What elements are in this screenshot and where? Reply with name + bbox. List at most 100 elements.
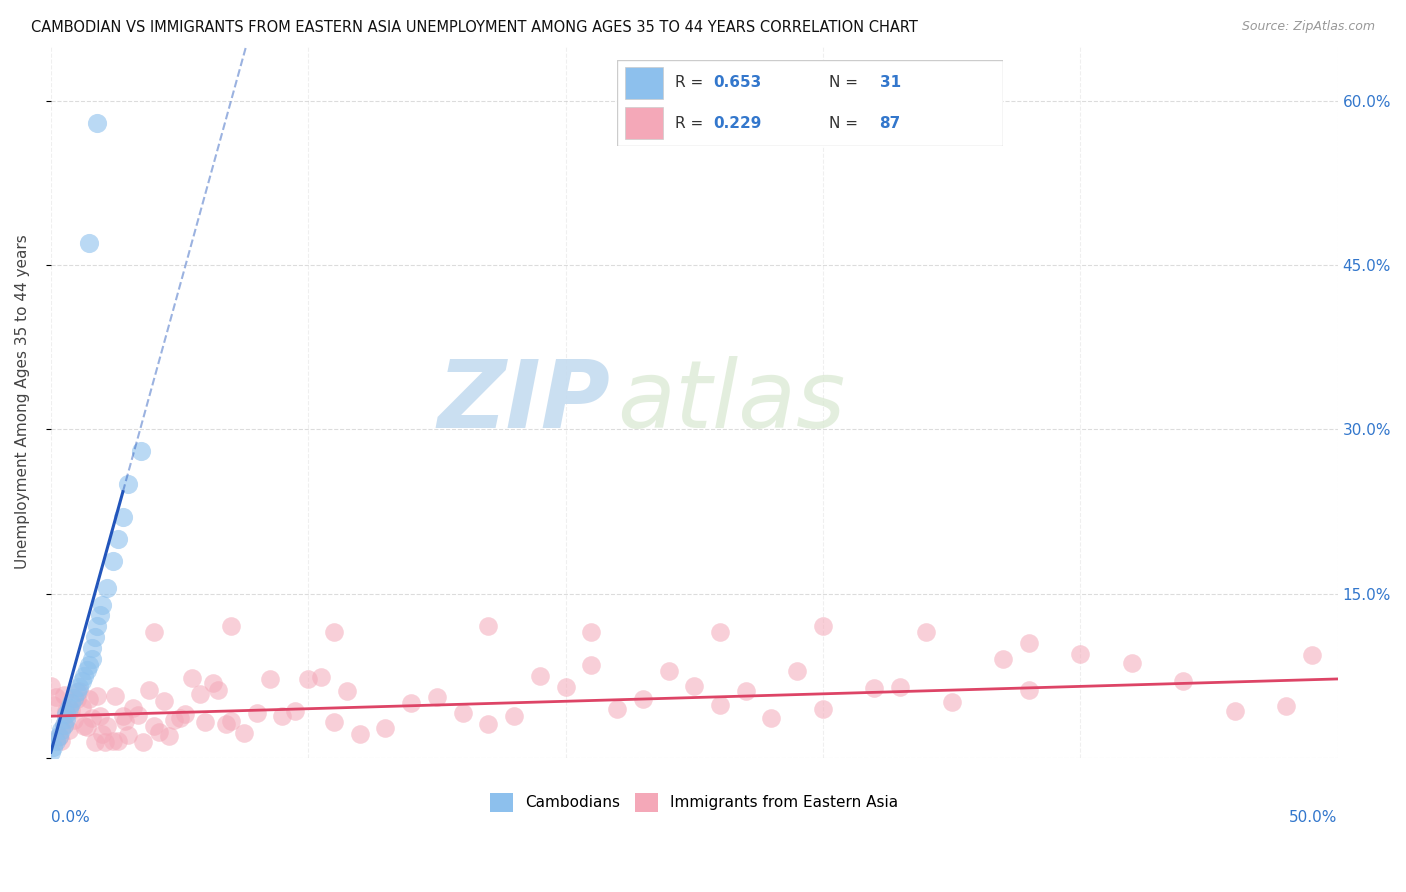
Text: atlas: atlas — [617, 357, 845, 448]
Point — [83, 735, 105, 749]
Point — [1121, 656, 1143, 670]
Point — [657, 665, 679, 679]
Point — [73, 719, 96, 733]
Point — [58, 723, 80, 738]
Point — [89, 708, 111, 723]
Point — [142, 719, 165, 733]
Point — [42, 739, 65, 754]
Point — [148, 725, 170, 739]
Point — [246, 706, 269, 720]
Point — [1018, 683, 1040, 698]
Point — [63, 713, 86, 727]
Point — [259, 672, 281, 686]
Point — [49, 723, 72, 738]
Point — [138, 682, 160, 697]
Point — [80, 652, 103, 666]
Point — [173, 706, 195, 721]
Point — [122, 701, 145, 715]
Point — [70, 674, 93, 689]
Point — [683, 679, 706, 693]
Point — [153, 694, 176, 708]
Legend: Cambodians, Immigrants from Eastern Asia: Cambodians, Immigrants from Eastern Asia — [484, 787, 904, 818]
Point — [941, 695, 963, 709]
Point — [811, 619, 834, 633]
Point — [111, 709, 134, 723]
Text: ZIP: ZIP — [437, 356, 610, 448]
Point — [96, 581, 118, 595]
Text: 50.0%: 50.0% — [1289, 810, 1337, 825]
Point — [142, 624, 165, 639]
Point — [107, 532, 129, 546]
Point — [163, 713, 186, 727]
Point — [219, 714, 242, 728]
Point — [194, 714, 217, 729]
Point — [96, 719, 118, 733]
Point — [94, 735, 117, 749]
Text: Source: ZipAtlas.com: Source: ZipAtlas.com — [1241, 20, 1375, 33]
Point — [323, 714, 346, 729]
Text: 0.0%: 0.0% — [51, 810, 90, 825]
Point — [581, 658, 603, 673]
Point — [169, 711, 191, 725]
Point — [117, 727, 139, 741]
Point — [181, 672, 204, 686]
Point — [284, 704, 307, 718]
Point — [86, 690, 108, 704]
Point — [761, 711, 783, 725]
Point — [89, 608, 111, 623]
Point — [79, 236, 101, 251]
Point — [114, 714, 136, 728]
Point — [60, 696, 83, 710]
Point — [49, 733, 72, 747]
Point — [80, 641, 103, 656]
Point — [709, 624, 731, 639]
Point — [67, 684, 90, 698]
Point — [55, 713, 77, 727]
Point — [811, 702, 834, 716]
Point — [786, 664, 808, 678]
Point — [73, 668, 96, 682]
Point — [83, 631, 105, 645]
Point — [86, 619, 108, 633]
Point — [111, 510, 134, 524]
Point — [631, 692, 654, 706]
Point — [65, 685, 87, 699]
Point — [52, 688, 75, 702]
Point — [86, 116, 108, 130]
Point — [991, 652, 1014, 666]
Point — [1018, 636, 1040, 650]
Point — [889, 680, 911, 694]
Point — [399, 696, 422, 710]
Point — [67, 680, 90, 694]
Point — [201, 676, 224, 690]
Point — [207, 683, 229, 698]
Point — [1069, 647, 1091, 661]
Point — [271, 708, 294, 723]
Point — [219, 619, 242, 633]
Point — [309, 669, 332, 683]
Point — [52, 718, 75, 732]
Point — [58, 701, 80, 715]
Point — [60, 703, 83, 717]
Point — [232, 725, 254, 739]
Point — [107, 733, 129, 747]
Point — [79, 657, 101, 672]
Point — [132, 734, 155, 748]
Point — [104, 689, 127, 703]
Point — [426, 690, 449, 704]
Point — [349, 727, 371, 741]
Point — [863, 681, 886, 696]
Text: CAMBODIAN VS IMMIGRANTS FROM EASTERN ASIA UNEMPLOYMENT AMONG AGES 35 TO 44 YEARS: CAMBODIAN VS IMMIGRANTS FROM EASTERN ASI… — [31, 20, 918, 35]
Y-axis label: Unemployment Among Ages 35 to 44 years: Unemployment Among Ages 35 to 44 years — [15, 235, 30, 569]
Point — [55, 704, 77, 718]
Point — [129, 444, 152, 458]
Point — [503, 709, 526, 723]
Point — [80, 711, 103, 725]
Point — [42, 698, 65, 712]
Point — [101, 554, 124, 568]
Point — [709, 698, 731, 712]
Point — [451, 706, 474, 720]
Point — [117, 477, 139, 491]
Point — [45, 734, 67, 748]
Point — [323, 624, 346, 639]
